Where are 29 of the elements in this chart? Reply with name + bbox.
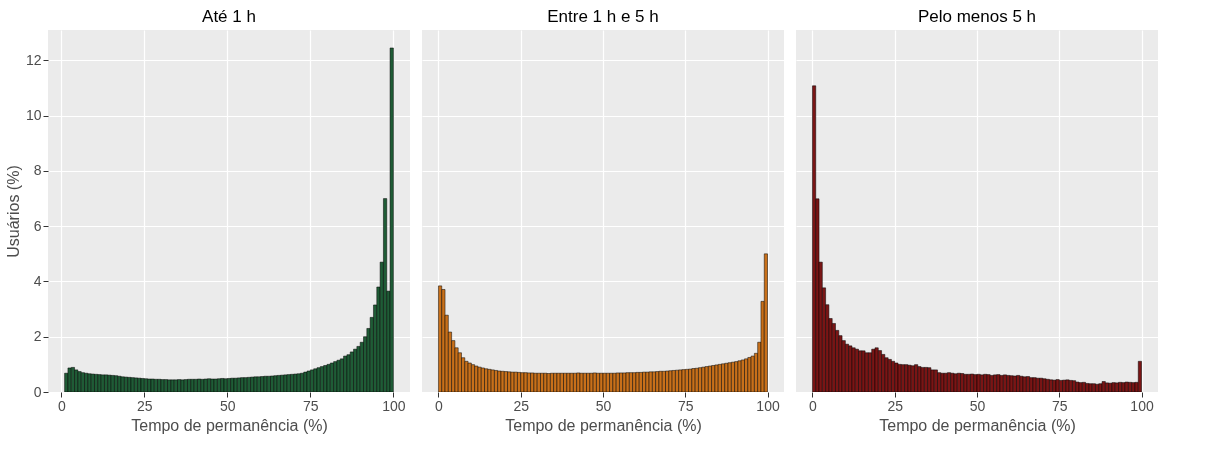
x-tick-label: 0 [809,397,818,414]
x-tick-label: 0 [435,397,444,414]
x-tick-label: 0 [57,397,66,414]
y-tick-label: 8 [33,162,42,179]
x-tick-label: 100 [382,397,406,414]
x-tick-label: 25 [887,397,904,414]
x-tick-label: 75 [303,397,319,414]
x-tick-label: 25 [513,397,530,414]
y-tick-label: 0 [33,383,42,400]
x-axis-title: Tempo de permanência (%) [131,416,328,434]
x-axis-title: Tempo de permanência (%) [879,416,1076,434]
x-tick-label: 50 [969,397,986,414]
chart-title: Entre 1 h e 5 h [547,7,659,26]
chart-title: Pelo menos 5 h [917,7,1037,26]
y-tick-label: 2 [33,328,42,345]
chart-title: Até 1 h [202,7,256,26]
x-tick-label: 100 [756,397,780,414]
x-tick-label: 75 [677,397,694,414]
y-tick-label: 4 [33,272,42,289]
x-tick-label: 25 [137,397,153,414]
x-tick-label: 100 [1130,397,1154,414]
y-axis-title: Usuários (%) [4,165,22,258]
y-tick-label: 6 [33,217,42,234]
x-tick-label: 75 [1051,397,1068,414]
x-tick-label: 50 [220,397,236,414]
x-tick-label: 50 [595,397,612,414]
y-tick-label: 12 [25,51,42,68]
x-axis-title: Tempo de permanência (%) [505,416,702,434]
y-tick-label: 10 [25,107,42,124]
